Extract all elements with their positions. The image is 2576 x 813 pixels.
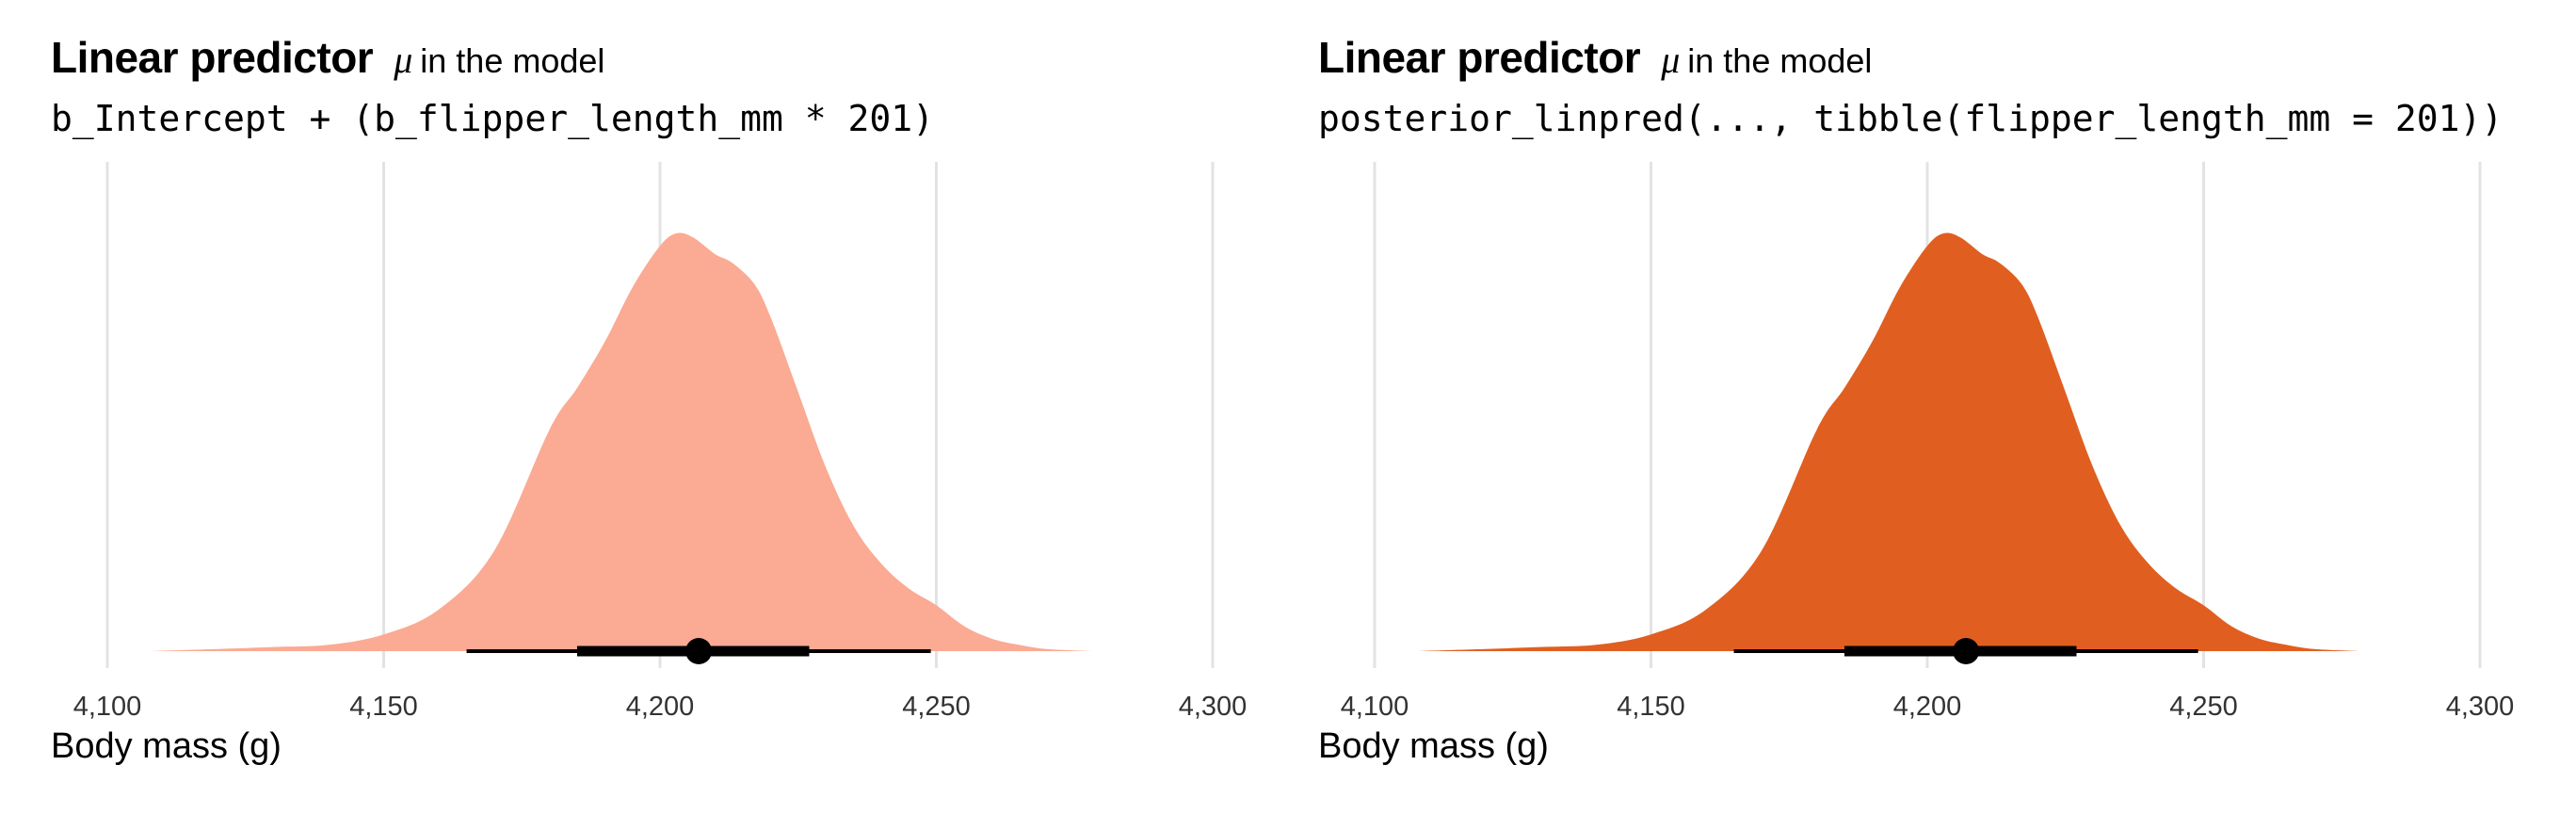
chart-title: Linear predictor μ in the model [1318, 32, 1872, 83]
density-area [1419, 232, 2359, 651]
point-estimate [685, 638, 713, 664]
chart-subtitle: b_Intercept + (b_flipper_length_mm * 201… [51, 98, 934, 139]
x-tick-label: 4,200 [626, 692, 695, 722]
chart-title: Linear predictor μ in the model [51, 32, 604, 83]
x-tick-label: 4,150 [1617, 692, 1685, 722]
chart-panel-right: Linear predictor μ in the model posterior_… [1318, 0, 2576, 813]
x-tick-label: 4,250 [902, 692, 971, 722]
x-tick-label: 4,150 [349, 692, 418, 722]
x-axis-label: Body mass (g) [51, 726, 282, 766]
chart-title-main: Linear predictor [51, 33, 374, 82]
plot-area: 4,100 4,150 4,200 4,250 4,300 [73, 162, 1248, 722]
chart-panel-left: Linear predictor μ in the model b_Intercep… [51, 0, 1312, 813]
plot-area: 4,100 4,150 4,200 4,250 4,300 [1341, 162, 2515, 722]
x-tick-label: 4,100 [1341, 692, 1409, 722]
chart-subtitle: posterior_linpred(..., tibble(flipper_le… [1318, 98, 2504, 139]
x-axis-label: Body mass (g) [1318, 726, 1549, 766]
density-area [152, 232, 1091, 651]
chart-title-suffix: in the model [1687, 41, 1873, 80]
chart-title-suffix: in the model [420, 41, 605, 80]
x-tick-label: 4,250 [2169, 692, 2238, 722]
chart-title-main: Linear predictor [1318, 33, 1641, 82]
chart-title-symbol: μ [394, 39, 413, 81]
x-tick-label: 4,200 [1893, 692, 1962, 722]
chart-title-symbol: μ [1661, 39, 1681, 81]
point-estimate [1953, 638, 1980, 664]
x-tick-label: 4,300 [1179, 692, 1248, 722]
x-tick-label: 4,300 [2446, 692, 2515, 722]
x-tick-label: 4,100 [73, 692, 142, 722]
